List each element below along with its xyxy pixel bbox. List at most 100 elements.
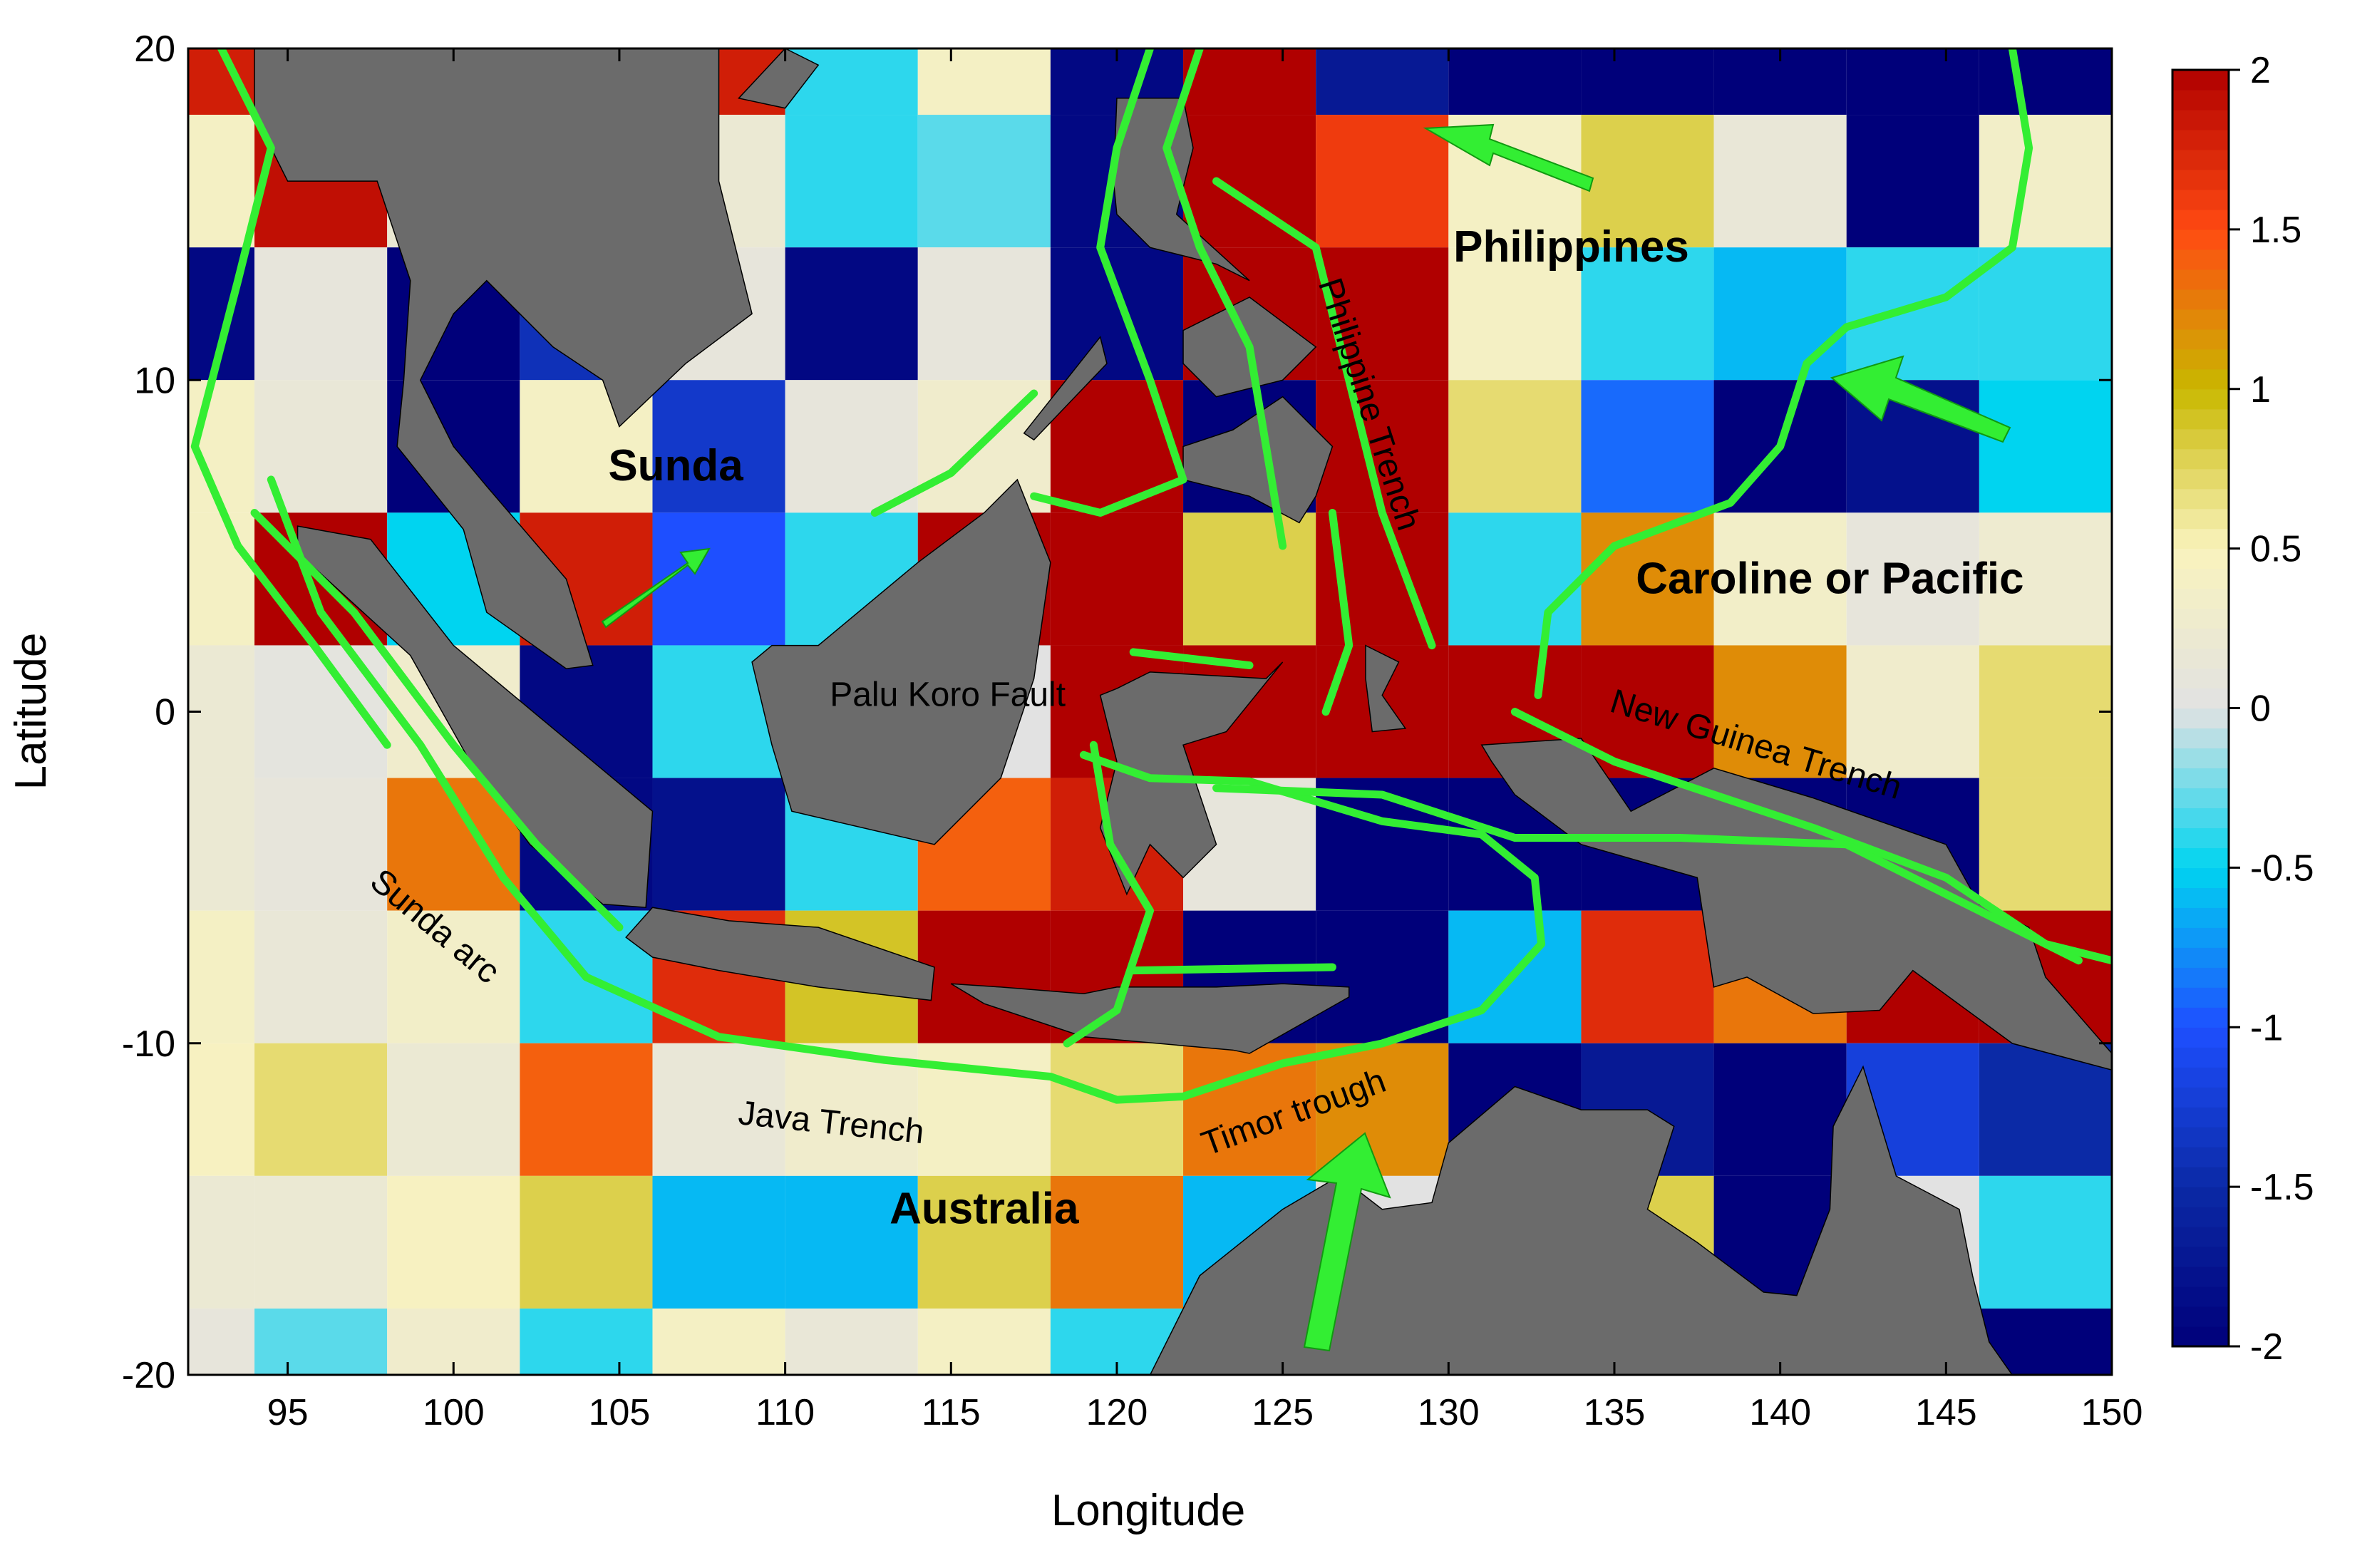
- cell: [1316, 910, 1449, 1043]
- colorbar-step: [2172, 668, 2229, 689]
- colorbar-step: [2172, 608, 2229, 629]
- cell: [1581, 380, 1714, 513]
- cell: [1979, 1175, 2112, 1309]
- cell: [1846, 48, 1979, 115]
- cell: [1050, 1043, 1184, 1176]
- colorbar-tick-label: 0: [2250, 688, 2271, 730]
- arrow: [601, 547, 711, 629]
- philippine-trench: [1217, 181, 1432, 645]
- cell: [188, 48, 255, 115]
- colorbar-step: [2172, 748, 2229, 769]
- colorbar-step: [2172, 987, 2229, 1008]
- cell: [1979, 380, 2112, 513]
- colorbar-tick-label: -0.5: [2250, 847, 2314, 889]
- colorbar-step: [2172, 1227, 2229, 1247]
- cell: [785, 1043, 918, 1176]
- borneo: [752, 480, 1051, 845]
- molucca: [1326, 512, 1349, 711]
- cell: [1713, 247, 1847, 381]
- cell: [520, 1175, 653, 1309]
- cell: [652, 1175, 785, 1309]
- cell: [188, 1175, 255, 1309]
- cell: [1183, 1043, 1316, 1176]
- palu-koro: [1067, 745, 1150, 1043]
- colorbar-step: [2172, 1007, 2229, 1028]
- colorbar-step: [2172, 1027, 2229, 1048]
- colorbar-step: [2172, 808, 2229, 829]
- colorbar-step: [2172, 708, 2229, 729]
- cell: [254, 1175, 388, 1309]
- annotation: Philippines: [1453, 222, 1689, 272]
- java: [626, 907, 934, 1000]
- x-tick-label: 120: [1086, 1392, 1148, 1433]
- colorbar-step: [2172, 1247, 2229, 1267]
- cell: [188, 512, 255, 646]
- colorbar-tick-label: 1: [2250, 369, 2271, 411]
- cell: [1979, 115, 2112, 248]
- colorbar-step: [2172, 788, 2229, 809]
- colorbar-step: [2172, 528, 2229, 550]
- colorbar-step: [2172, 468, 2229, 490]
- colorbar-step: [2172, 229, 2229, 250]
- cell: [188, 1308, 255, 1375]
- colorbar-step: [2172, 70, 2229, 91]
- cell: [387, 910, 520, 1043]
- colorbar-step: [2172, 688, 2229, 709]
- cell: [917, 1175, 1051, 1309]
- cell: [652, 778, 785, 911]
- colorbar-step: [2172, 1286, 2229, 1307]
- colorbar-step: [2172, 588, 2229, 609]
- cell: [1846, 645, 1979, 778]
- colorbar-step: [2172, 1207, 2229, 1227]
- cell: [188, 910, 255, 1043]
- colorbar-step: [2172, 209, 2229, 230]
- axes: 95 100 105 110 115 120 125 130 135 140 145 150-20-1…: [122, 29, 2143, 1433]
- cell: [917, 247, 1051, 381]
- cell: [1979, 512, 2112, 646]
- colorbar-step: [2172, 1067, 2229, 1088]
- colorbar: -2 -1.5 -1 -0.5 0 0.5 1 1.5 2: [2171, 50, 2314, 1368]
- cell: [1979, 48, 2112, 115]
- colorbar-step: [2172, 508, 2229, 530]
- colorbar-step: [2172, 448, 2229, 470]
- colorbar-step: [2172, 568, 2229, 589]
- cell: [1448, 247, 1582, 381]
- cell: [1846, 247, 1979, 381]
- cell: [254, 1308, 388, 1375]
- colorbar-step: [2172, 927, 2229, 948]
- sumatra-fault: [254, 512, 619, 927]
- cell: [1448, 48, 1582, 115]
- cell: [917, 48, 1051, 115]
- cell: [1050, 1175, 1184, 1309]
- cell: [1316, 48, 1449, 115]
- halmahera: [1366, 646, 1406, 732]
- cell: [1050, 247, 1184, 381]
- colorbar-step: [2172, 1167, 2229, 1187]
- cell: [387, 1175, 520, 1309]
- cell: [1581, 247, 1714, 381]
- caroline-boundary: [1538, 48, 2029, 695]
- cell: [1183, 512, 1316, 646]
- cell: [785, 1308, 918, 1375]
- colorbar-step: [2172, 548, 2229, 569]
- cell: [1448, 380, 1582, 513]
- borneo-trough: [875, 393, 1033, 513]
- colorbar-step: [2172, 488, 2229, 510]
- colorbar-tick-label: -2: [2250, 1326, 2283, 1368]
- cell: [1581, 48, 1714, 115]
- cell: [188, 380, 255, 513]
- new-guinea-fault: [1217, 788, 2079, 961]
- colorbar-step: [2172, 1087, 2229, 1108]
- x-tick-label: 135: [1584, 1392, 1646, 1433]
- y-tick-label: 20: [134, 29, 175, 70]
- colorbar-step: [2172, 768, 2229, 789]
- colorbar-step: [2172, 368, 2229, 390]
- arrow: [1303, 1132, 1391, 1352]
- cell: [1050, 512, 1184, 646]
- colorbar-step: [2172, 189, 2229, 210]
- palawan: [1024, 337, 1107, 440]
- cell: [1581, 115, 1714, 248]
- colorbar-step: [2172, 827, 2229, 848]
- north-sulawesi: [1133, 652, 1249, 666]
- cell: [1979, 1043, 2112, 1176]
